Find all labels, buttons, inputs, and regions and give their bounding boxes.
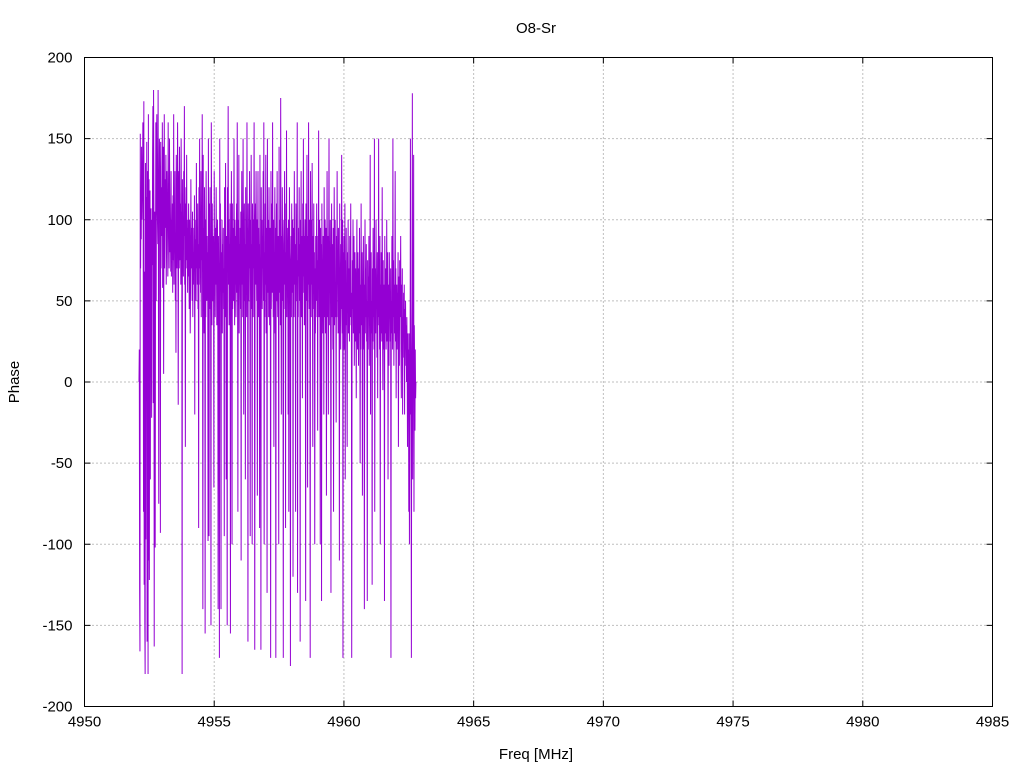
y-tick-label: -150 — [42, 617, 72, 634]
x-tick-label: 4975 — [716, 714, 749, 731]
y-tick-label: -200 — [42, 699, 72, 716]
y-tick-label: 50 — [56, 293, 73, 310]
chart-title: O8-Sr — [516, 20, 556, 37]
x-tick-label: 4950 — [68, 714, 101, 731]
y-tick-label: -50 — [51, 455, 73, 472]
y-axis-title: Phase — [6, 361, 23, 404]
x-tick-label: 4980 — [846, 714, 879, 731]
x-axis-title: Freq [MHz] — [499, 746, 573, 763]
y-tick-label: 0 — [64, 374, 72, 391]
y-tick-label: 200 — [47, 50, 72, 67]
x-tick-label: 4985 — [976, 714, 1009, 731]
y-tick-label: -100 — [42, 536, 72, 553]
data-series — [138, 89, 417, 675]
x-tick-label: 4965 — [457, 714, 490, 731]
axis-ticks — [84, 57, 993, 707]
x-tick-label: 4955 — [198, 714, 231, 731]
tick-labels: 4950 4955 4960 4965 4970 4975 4980 4985 -200 -150… — [42, 50, 1009, 731]
grid-lines — [84, 57, 993, 707]
phase-series-line — [138, 89, 417, 675]
y-tick-label: 150 — [47, 131, 72, 148]
x-tick-label: 4970 — [587, 714, 620, 731]
y-tick-label: 100 — [47, 212, 72, 229]
x-tick-label: 4960 — [327, 714, 360, 731]
